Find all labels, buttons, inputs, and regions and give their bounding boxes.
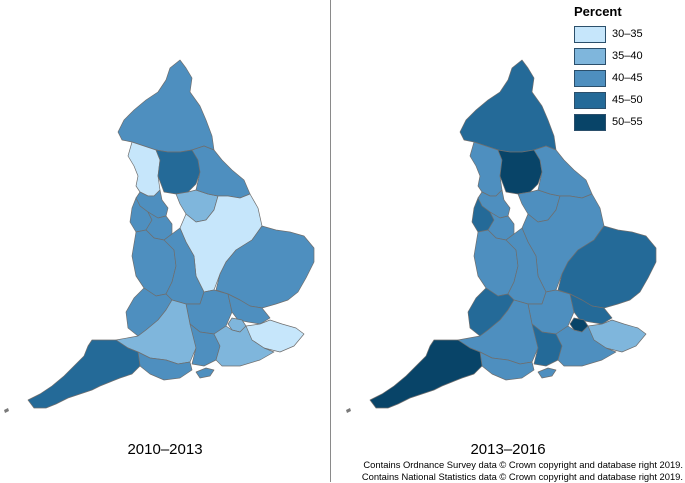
isles-of-scilly xyxy=(4,408,9,413)
region-devon-cornwall xyxy=(27,339,141,409)
region-dorset xyxy=(137,351,193,381)
map-2010-2013 xyxy=(4,59,315,413)
panel-divider xyxy=(330,0,331,482)
legend-item-35-40: 35–40 xyxy=(574,45,682,67)
legend-item-40-45: 40–45 xyxy=(574,67,682,89)
panel-label-2013-2016: 2013–2016 xyxy=(470,441,546,458)
map-panel-2013-2016: 2013–2016 xyxy=(331,0,685,482)
region-east-anglia xyxy=(557,225,657,309)
panel-label-2010-2013: 2010–2013 xyxy=(127,441,203,458)
legend-item-30-35: 30–35 xyxy=(574,23,682,45)
region-south-coast xyxy=(555,325,617,367)
credit-national-statistics: Contains National Statistics data © Crow… xyxy=(361,471,683,482)
region-isle-of-wight xyxy=(195,367,215,379)
region-cumbria-coast xyxy=(469,141,503,197)
legend-label: 30–35 xyxy=(612,28,643,40)
legend-swatch xyxy=(574,113,606,131)
region-east-yorkshire xyxy=(533,145,593,199)
region-dales xyxy=(497,149,543,195)
region-east-yorkshire xyxy=(191,145,251,199)
region-essex xyxy=(569,293,613,325)
map-2013-2016 xyxy=(346,59,657,413)
region-isle-of-wight xyxy=(537,367,557,379)
legend-item-50-55: 50–55 xyxy=(574,111,682,133)
region-cumbria-coast xyxy=(127,141,161,197)
map-panel-2010-2013: 2010–2013 xyxy=(0,0,330,482)
legend-swatch xyxy=(574,25,606,43)
isles-of-scilly xyxy=(346,408,351,413)
legend-swatch xyxy=(574,91,606,109)
credit-ordnance-survey: Contains Ordnance Survey data © Crown co… xyxy=(363,459,683,470)
region-north-east xyxy=(117,59,215,153)
copyright-credits: Contains Ordnance Survey data © Crown co… xyxy=(362,459,683,483)
legend-swatch xyxy=(574,69,606,87)
region-dales xyxy=(155,149,201,195)
region-east-anglia xyxy=(215,225,315,309)
region-essex xyxy=(227,293,271,325)
legend-label: 45–50 xyxy=(612,94,643,106)
legend: Percent 30–35 35–40 40–45 45–50 50–55 xyxy=(574,2,682,133)
legend-swatch xyxy=(574,47,606,65)
legend-label: 40–45 xyxy=(612,72,643,84)
legend-label: 50–55 xyxy=(612,116,643,128)
legend-item-45-50: 45–50 xyxy=(574,89,682,111)
region-dorset xyxy=(479,351,535,381)
region-north-east xyxy=(459,59,557,153)
region-devon-cornwall xyxy=(369,339,483,409)
legend-label: 35–40 xyxy=(612,50,643,62)
region-south-coast xyxy=(213,325,275,367)
legend-title: Percent xyxy=(574,4,622,19)
